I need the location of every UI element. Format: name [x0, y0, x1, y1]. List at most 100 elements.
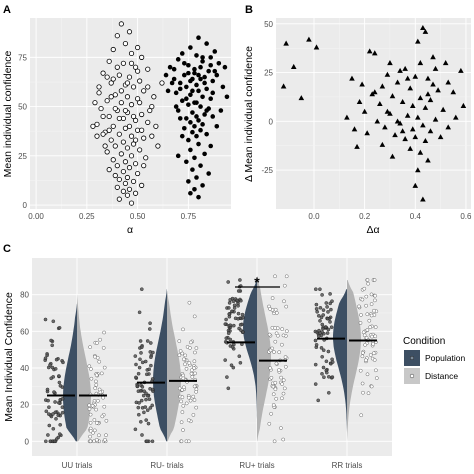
panel-c-point-population — [325, 305, 329, 309]
panel-c-point-population — [44, 409, 49, 414]
panel-a-point-filled — [222, 64, 228, 70]
panel-a-point-open — [130, 113, 137, 120]
panel-b-y-tick-label: 25 — [264, 69, 273, 78]
panel-c-point-distance — [190, 375, 195, 379]
panel-b-point-triangle — [283, 40, 289, 46]
panel-a-point-open — [104, 74, 110, 80]
panel-c-point-distance — [191, 394, 196, 399]
panel-c-point-population — [227, 301, 232, 305]
panel-c-point-distance — [192, 384, 197, 389]
panel-b-point-triangle — [407, 85, 414, 91]
panel-b-point-triangle — [356, 99, 363, 105]
panel-c-point-population — [321, 348, 326, 352]
panel-c-point-distance — [93, 386, 98, 391]
panel-c-point-distance — [373, 293, 377, 298]
panel-a-point-filled — [220, 84, 226, 90]
panel-a-point-filled — [208, 143, 213, 149]
panel-c-point-population — [314, 287, 318, 291]
panel-c-point-distance — [372, 308, 376, 313]
panel-c-point-population — [228, 323, 233, 327]
panel-a-point-open — [132, 64, 139, 70]
panel-b-point-triangle — [382, 124, 388, 130]
panel-a-point-filled — [188, 78, 193, 84]
panel-c-point-distance — [361, 390, 365, 395]
panel-c-point-population — [321, 308, 326, 312]
panel-b-y-tick-label: -25 — [261, 166, 273, 175]
panel-b-point-triangle — [404, 75, 411, 81]
panel-b-point-triangle — [442, 60, 449, 66]
panel-c-point-population — [58, 398, 62, 402]
panel-c-point-population — [231, 299, 236, 304]
panel-c-point-population — [226, 280, 230, 284]
panel-a-point-filled — [165, 88, 171, 94]
panel-c-point-population — [328, 320, 332, 324]
panel-c-point-population — [50, 365, 55, 370]
panel-c-point-population — [228, 298, 232, 302]
panel-b-point-triangle — [364, 130, 370, 136]
panel-a-x-tick-label: 0.50 — [130, 212, 146, 221]
panel-c-point-distance — [193, 371, 197, 376]
panel-b-point-triangle — [394, 118, 401, 124]
panel-c-point-population — [144, 418, 148, 422]
panel-c-point-distance — [177, 339, 182, 343]
panel-a-point-filled — [204, 131, 209, 137]
panel-c-point-distance — [270, 296, 275, 300]
panel-b-point-triangle — [427, 128, 434, 134]
panel-c-point-population — [143, 405, 148, 409]
panel-c-point-distance — [280, 382, 284, 386]
panel-c-point-distance — [282, 299, 286, 304]
legend-label-distance: Distance — [425, 371, 458, 381]
panel-c-point-population — [223, 358, 227, 362]
panel-c-point-distance — [193, 350, 197, 355]
panel-a-point-open — [118, 151, 124, 157]
panel-a-point-filled — [175, 57, 181, 62]
panel-b-point-triangle — [404, 112, 411, 118]
panel-a-point-filled — [167, 64, 173, 70]
panel-c-point-population — [228, 337, 233, 342]
panel-c-point-distance — [374, 368, 378, 373]
panel-a-point-filled — [210, 114, 216, 119]
panel-c-point-distance — [273, 387, 278, 392]
legend-label-population: Population — [425, 353, 465, 363]
panel-b-point-triangle — [290, 63, 297, 69]
panel-c-point-distance — [180, 395, 185, 400]
panel-c-point-distance — [97, 387, 102, 392]
panel-c-point-distance — [91, 430, 95, 435]
panel-a-point-filled — [204, 41, 209, 46]
panel-a-point-filled — [179, 51, 185, 56]
panel-c-point-distance — [268, 348, 273, 353]
panel-c-point-population — [320, 355, 324, 359]
panel-c-point-distance — [93, 354, 97, 359]
panel-a-point-filled — [202, 74, 207, 80]
violin-population — [333, 289, 347, 433]
panel-c-point-population — [133, 427, 138, 432]
panel-a-point-open — [92, 100, 98, 106]
panel-a-point-filled — [186, 70, 191, 76]
panel-c-point-distance — [362, 333, 367, 338]
panel-c-point-distance — [94, 379, 98, 384]
panel-a-point-open — [118, 100, 124, 106]
panel-c-y-tick-label: 80 — [20, 291, 29, 300]
panel-b-point-triangle — [354, 143, 360, 149]
panel-c-point-distance — [181, 376, 186, 381]
panel-c-point-population — [227, 312, 231, 316]
panel-c-point-distance — [192, 359, 197, 364]
panel-c-point-distance — [88, 345, 92, 349]
panel-a-point-open — [114, 163, 120, 169]
panel-a-point-open — [128, 102, 135, 108]
panel-b-point-triangle — [369, 91, 376, 97]
panel-a-point-open — [118, 21, 124, 27]
panel-c-point-population — [138, 357, 142, 362]
panel-c-point-distance — [104, 433, 108, 438]
panel-b-point-triangle — [361, 108, 368, 114]
panel-a-point-open — [137, 100, 143, 106]
panel-c-point-distance — [359, 413, 364, 418]
panel-c-point-distance — [187, 361, 192, 365]
panel-c-point-population — [224, 317, 228, 322]
panel-c-point-distance — [364, 358, 368, 363]
panel-a-point-open — [149, 104, 155, 110]
panel-b-point-triangle — [397, 120, 403, 126]
panel-a-point-open — [155, 143, 161, 149]
panel-c-point-distance — [373, 298, 377, 303]
